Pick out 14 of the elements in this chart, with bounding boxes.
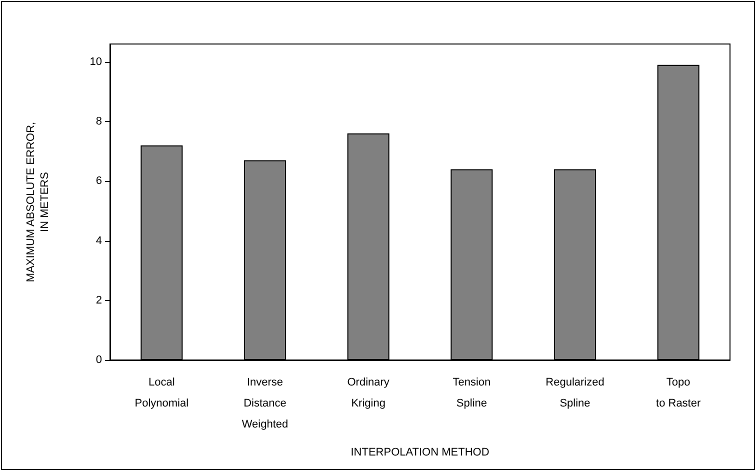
y-tick-label: 6 [96, 175, 102, 188]
x-tick-label: Ordinary Kriging [347, 376, 390, 410]
y-tick-label: 2 [96, 294, 102, 306]
y-tick-label: 10 [90, 56, 102, 68]
y-tick-label: 0 [96, 354, 102, 366]
y-tick-label: 8 [96, 116, 102, 128]
x-axis-title: INTERPOLATION METHOD [350, 446, 490, 458]
x-tick-label: Local Polynomial [134, 376, 189, 410]
x-tick-label: Topo to Raster [656, 376, 701, 410]
y-tick-label: 4 [96, 234, 102, 247]
y-axis-title: MAXIMUM ABSOLUTE ERROR, IN METERS [25, 122, 51, 282]
x-tick-label: Tension Spline [452, 376, 491, 410]
x-tick-label: Regularized Spline [546, 376, 604, 410]
x-tick-label: Inverse Distance Weighted [242, 376, 288, 430]
